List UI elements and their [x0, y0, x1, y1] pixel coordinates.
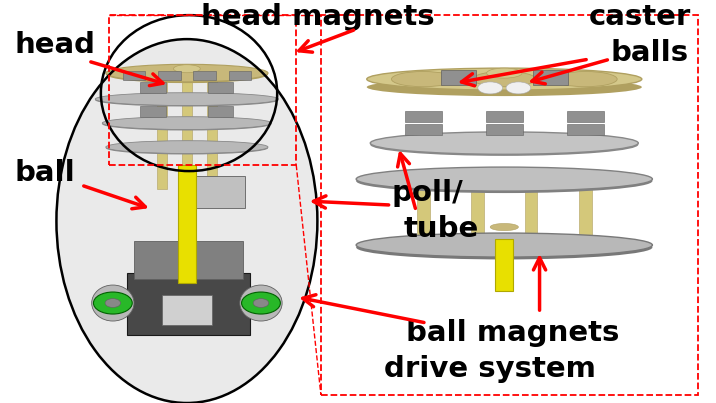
Text: head: head	[14, 31, 95, 59]
Bar	[182, 81, 192, 189]
FancyBboxPatch shape	[405, 111, 442, 122]
Ellipse shape	[367, 78, 642, 96]
FancyBboxPatch shape	[122, 71, 145, 80]
Ellipse shape	[94, 292, 132, 314]
FancyBboxPatch shape	[533, 70, 568, 85]
Bar	[495, 239, 513, 291]
Ellipse shape	[164, 69, 210, 77]
Ellipse shape	[102, 117, 271, 129]
Ellipse shape	[106, 66, 268, 83]
Ellipse shape	[473, 71, 536, 87]
Bar	[207, 81, 216, 189]
FancyBboxPatch shape	[567, 111, 604, 122]
Ellipse shape	[253, 299, 268, 307]
Ellipse shape	[370, 132, 638, 154]
Bar	[110, 15, 296, 165]
Ellipse shape	[57, 39, 317, 403]
Ellipse shape	[356, 235, 652, 260]
Bar	[471, 175, 484, 255]
Bar	[417, 175, 430, 255]
Ellipse shape	[241, 292, 281, 314]
Ellipse shape	[106, 64, 268, 82]
FancyBboxPatch shape	[140, 81, 165, 93]
Bar	[158, 81, 167, 189]
FancyBboxPatch shape	[158, 71, 180, 80]
Ellipse shape	[106, 141, 268, 154]
Bar	[321, 15, 698, 395]
FancyBboxPatch shape	[441, 70, 476, 85]
FancyBboxPatch shape	[140, 106, 165, 117]
Ellipse shape	[370, 133, 638, 156]
Text: tube: tube	[403, 215, 479, 243]
FancyBboxPatch shape	[208, 81, 233, 93]
Ellipse shape	[92, 285, 134, 321]
Bar	[127, 273, 251, 335]
Ellipse shape	[106, 142, 268, 154]
FancyBboxPatch shape	[405, 124, 442, 135]
Ellipse shape	[487, 68, 522, 78]
Ellipse shape	[95, 93, 279, 106]
Ellipse shape	[240, 285, 282, 321]
Ellipse shape	[356, 233, 652, 257]
Text: balls: balls	[610, 39, 688, 67]
FancyBboxPatch shape	[567, 124, 604, 135]
Text: ball: ball	[14, 159, 75, 187]
Ellipse shape	[490, 223, 518, 231]
FancyBboxPatch shape	[486, 111, 523, 122]
Bar	[579, 175, 591, 255]
Bar	[163, 295, 212, 325]
Ellipse shape	[478, 82, 503, 94]
Ellipse shape	[392, 71, 455, 87]
Text: ball magnets: ball magnets	[405, 319, 619, 347]
Text: head magnets: head magnets	[201, 3, 435, 31]
Text: poll/: poll/	[392, 179, 463, 207]
Bar	[178, 165, 196, 283]
Ellipse shape	[107, 69, 153, 77]
FancyBboxPatch shape	[193, 71, 216, 80]
Ellipse shape	[221, 69, 266, 77]
Ellipse shape	[356, 167, 652, 191]
Ellipse shape	[506, 82, 531, 94]
Bar	[134, 241, 243, 279]
FancyBboxPatch shape	[228, 71, 251, 80]
Ellipse shape	[553, 71, 617, 87]
Ellipse shape	[173, 65, 200, 73]
Text: drive system: drive system	[384, 355, 596, 383]
Ellipse shape	[105, 299, 120, 307]
Ellipse shape	[102, 118, 271, 131]
FancyBboxPatch shape	[208, 106, 233, 117]
Ellipse shape	[367, 68, 642, 90]
FancyBboxPatch shape	[486, 124, 523, 135]
Ellipse shape	[95, 94, 279, 106]
FancyBboxPatch shape	[189, 176, 245, 208]
Text: caster: caster	[589, 3, 691, 31]
Ellipse shape	[356, 169, 652, 193]
Bar	[525, 175, 538, 255]
